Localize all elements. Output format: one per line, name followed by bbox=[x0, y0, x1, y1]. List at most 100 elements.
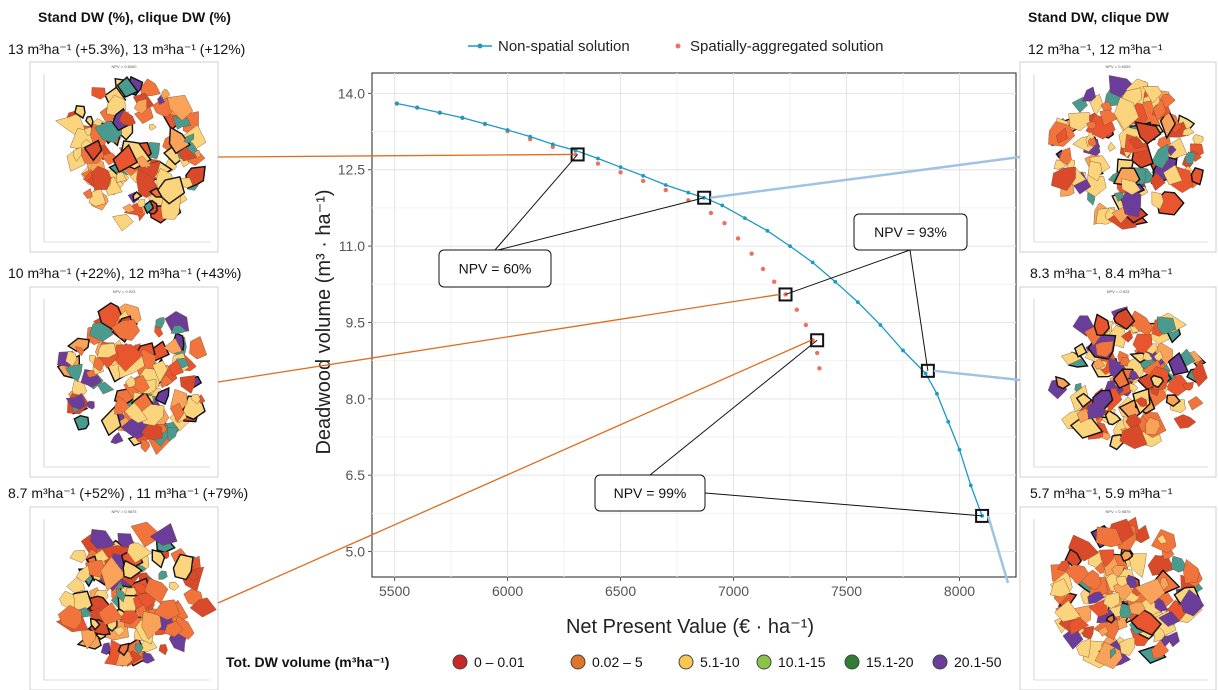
y-tick-label: 9.5 bbox=[346, 314, 366, 330]
x-tick-label: 7000 bbox=[718, 583, 749, 599]
stand-polygon bbox=[1180, 589, 1205, 617]
stand-polygon bbox=[86, 369, 99, 378]
stand-polygon bbox=[1129, 609, 1162, 637]
nonspatial-point bbox=[923, 371, 928, 376]
callout-label: NPV = 99% bbox=[614, 485, 687, 501]
stand-polygon bbox=[1098, 625, 1109, 637]
stand-polygon bbox=[1165, 631, 1180, 648]
stand-polygon bbox=[1109, 647, 1117, 659]
stand-polygon bbox=[84, 126, 92, 137]
spatial-point bbox=[749, 251, 754, 256]
stand-polygon bbox=[1060, 352, 1083, 366]
stand-polygon bbox=[82, 188, 93, 200]
connector-right-1 bbox=[710, 155, 1021, 199]
stand-polygon bbox=[1153, 350, 1164, 363]
stand-polygon bbox=[73, 414, 90, 431]
stand-polygon bbox=[1107, 141, 1116, 152]
stand-polygon bbox=[65, 363, 83, 383]
stand-polygon bbox=[137, 198, 146, 208]
callout-label: NPV = 60% bbox=[459, 261, 532, 277]
nonspatial-point bbox=[415, 105, 420, 110]
stand-polygon bbox=[1094, 641, 1123, 670]
stand-polygon bbox=[141, 611, 162, 640]
stand-polygon bbox=[1167, 145, 1177, 157]
callout-box bbox=[594, 474, 706, 512]
nonspatial-point bbox=[394, 101, 399, 106]
stand-polygon bbox=[1150, 374, 1165, 389]
map-title: NPV = 0.6000 bbox=[111, 64, 137, 69]
stand-polygon bbox=[127, 542, 153, 564]
left-label-3-clique: 11 m³ha⁻¹ (+79%) bbox=[136, 485, 248, 501]
stand-polygon bbox=[117, 642, 130, 657]
stand-polygon bbox=[154, 325, 164, 338]
x-tick-label: 6500 bbox=[605, 583, 636, 599]
spatial-point bbox=[618, 170, 623, 175]
callout-leader-line bbox=[909, 249, 929, 371]
right-label-3-clique: 5.9 m³ha⁻¹ bbox=[1105, 485, 1173, 501]
stand-polygon bbox=[1099, 549, 1115, 568]
y-tick-label: 12.5 bbox=[338, 162, 365, 178]
stand-polygon bbox=[1182, 127, 1195, 136]
stand-polygon bbox=[169, 402, 185, 423]
map-title: NPV = 0.6000 bbox=[1105, 64, 1131, 69]
stand-polygon bbox=[1184, 151, 1197, 165]
stand-polygon bbox=[1165, 394, 1181, 408]
stand-polygon bbox=[1069, 412, 1104, 439]
stand-polygon bbox=[80, 629, 97, 650]
stand-polygon bbox=[183, 133, 195, 144]
stand-polygon bbox=[97, 343, 117, 358]
stand-polygon bbox=[148, 124, 157, 131]
stand-polygon bbox=[1149, 172, 1166, 191]
stand-polygon bbox=[1150, 143, 1169, 169]
stand-polygon bbox=[1152, 99, 1167, 122]
stand-polygon bbox=[153, 599, 180, 621]
stand-polygon bbox=[133, 98, 147, 115]
nonspatial-point bbox=[810, 260, 815, 265]
stand-polygon bbox=[1054, 600, 1082, 622]
stand-polygon bbox=[89, 617, 101, 631]
stand-polygon bbox=[151, 548, 166, 569]
stand-polygon bbox=[155, 175, 186, 205]
y-tick-label: 11.0 bbox=[339, 238, 365, 254]
stand-polygon bbox=[168, 581, 180, 591]
callout-leader-line bbox=[649, 339, 818, 476]
nonspatial-point bbox=[460, 115, 465, 120]
nonspatial-point bbox=[878, 323, 883, 327]
stand-polygon bbox=[85, 560, 106, 578]
stand-polygon bbox=[1102, 431, 1111, 441]
stand-polygon bbox=[119, 610, 140, 625]
stand-polygon bbox=[122, 559, 144, 580]
nonspatial-point bbox=[765, 228, 770, 233]
stand-polygon bbox=[1112, 307, 1136, 331]
stand-polygon bbox=[1156, 534, 1168, 545]
nonspatial-point bbox=[686, 190, 691, 195]
x-tick-label: 7500 bbox=[831, 583, 862, 599]
stand-polygon bbox=[91, 165, 112, 190]
spatial-point bbox=[794, 307, 800, 312]
stand-polygon bbox=[170, 388, 188, 410]
stand-polygon bbox=[1103, 592, 1121, 609]
stand-polygon bbox=[152, 360, 168, 384]
forest-maps: NPV = 0.6000 NPV = 0.923 NPV = 0.9875 NPV =… bbox=[29, 61, 1217, 690]
stand-polygon bbox=[170, 325, 187, 334]
stand-polygon bbox=[1069, 616, 1090, 636]
deadwood-legend-label: 15.1-20 bbox=[866, 654, 914, 670]
stand-polygon bbox=[1051, 166, 1076, 191]
stand-polygon bbox=[175, 357, 190, 369]
right-label-3: 5.7 m³ha⁻¹, 5.9 m³ha⁻¹ bbox=[1030, 485, 1173, 501]
map-left-1: NPV = 0.6000 bbox=[29, 61, 219, 253]
legend-label-spatial: Spatially-aggregated solution bbox=[690, 38, 883, 55]
stand-polygon bbox=[194, 149, 202, 159]
nonspatial-point bbox=[788, 244, 792, 248]
map-left-3: NPV = 0.9875 bbox=[29, 506, 219, 690]
stand-polygon bbox=[134, 106, 154, 124]
stand-polygon bbox=[1142, 86, 1163, 104]
map-title: NPV = 0.9875 bbox=[1105, 509, 1131, 514]
stand-polygon bbox=[76, 564, 91, 583]
nonspatial-point bbox=[483, 122, 487, 126]
stand-polygon bbox=[1128, 601, 1146, 616]
stand-polygon bbox=[179, 375, 196, 394]
connector-right-2 bbox=[933, 369, 1021, 382]
stand-polygon bbox=[1065, 564, 1090, 585]
stand-polygon bbox=[115, 587, 126, 603]
